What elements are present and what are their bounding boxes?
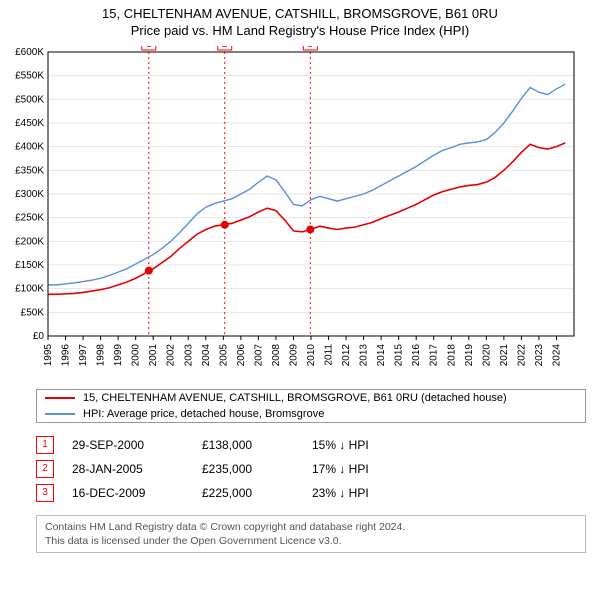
svg-text:£50K: £50K	[21, 307, 45, 318]
footer-line-1: Contains HM Land Registry data © Crown c…	[45, 520, 577, 534]
svg-text:1998: 1998	[96, 343, 107, 366]
title-line-2: Price paid vs. HM Land Registry's House …	[8, 23, 592, 40]
svg-text:£300K: £300K	[15, 189, 44, 200]
svg-text:2007: 2007	[253, 343, 264, 366]
svg-text:£450K: £450K	[15, 118, 44, 129]
sale-row: 3 16-DEC-2009 £225,000 23% ↓ HPI	[36, 481, 586, 505]
svg-text:2004: 2004	[201, 343, 212, 366]
legend-swatch-property	[45, 397, 75, 399]
svg-text:2023: 2023	[534, 343, 545, 366]
svg-text:2019: 2019	[464, 343, 475, 366]
sale-pct: 23% ↓ HPI	[312, 486, 369, 500]
svg-text:2013: 2013	[359, 343, 370, 366]
legend-swatch-hpi	[45, 413, 75, 415]
svg-text:£350K: £350K	[15, 165, 44, 176]
svg-text:2022: 2022	[516, 343, 527, 366]
svg-text:£200K: £200K	[15, 236, 44, 247]
sale-badge-1: 1	[36, 436, 54, 454]
sale-badge-3: 3	[36, 484, 54, 502]
sale-price: £225,000	[202, 486, 312, 500]
svg-text:2016: 2016	[411, 343, 422, 366]
page-root: 15, CHELTENHAM AVENUE, CATSHILL, BROMSGR…	[0, 0, 600, 561]
sale-date: 28-JAN-2005	[72, 462, 202, 476]
svg-text:2000: 2000	[131, 343, 142, 366]
title-line-1: 15, CHELTENHAM AVENUE, CATSHILL, BROMSGR…	[8, 6, 592, 23]
sale-date: 16-DEC-2009	[72, 486, 202, 500]
svg-text:1995: 1995	[43, 343, 54, 366]
svg-text:£600K: £600K	[15, 47, 44, 58]
svg-text:£400K: £400K	[15, 141, 44, 152]
svg-text:2010: 2010	[306, 343, 317, 366]
svg-text:1996: 1996	[61, 343, 72, 366]
svg-text:1997: 1997	[78, 343, 89, 366]
sale-row: 1 29-SEP-2000 £138,000 15% ↓ HPI	[36, 433, 586, 457]
svg-text:2011: 2011	[324, 343, 335, 365]
svg-text:2024: 2024	[551, 343, 562, 366]
svg-text:3: 3	[308, 46, 314, 50]
svg-text:1999: 1999	[113, 343, 124, 366]
legend-row: HPI: Average price, detached house, Brom…	[37, 406, 585, 422]
svg-text:2001: 2001	[148, 343, 159, 366]
svg-text:2: 2	[222, 46, 228, 50]
svg-text:£500K: £500K	[15, 94, 44, 105]
svg-text:2002: 2002	[166, 343, 177, 366]
svg-text:1: 1	[146, 46, 152, 50]
legend-text-property: 15, CHELTENHAM AVENUE, CATSHILL, BROMSGR…	[83, 392, 507, 404]
sale-date: 29-SEP-2000	[72, 438, 202, 452]
svg-text:2018: 2018	[446, 343, 457, 366]
svg-text:2015: 2015	[394, 343, 405, 366]
legend-row: 15, CHELTENHAM AVENUE, CATSHILL, BROMSGR…	[37, 390, 585, 406]
legend: 15, CHELTENHAM AVENUE, CATSHILL, BROMSGR…	[36, 389, 586, 423]
chart: £0 £50K £100K £150K £200K £250K £300K £350K £400…	[8, 46, 592, 381]
svg-text:£100K: £100K	[15, 283, 44, 294]
sale-price: £138,000	[202, 438, 312, 452]
svg-text:£550K: £550K	[15, 70, 44, 81]
svg-text:2021: 2021	[499, 343, 510, 366]
svg-text:2012: 2012	[341, 343, 352, 366]
sale-pct: 17% ↓ HPI	[312, 462, 369, 476]
svg-text:£150K: £150K	[15, 260, 44, 271]
legend-text-hpi: HPI: Average price, detached house, Brom…	[83, 408, 324, 420]
sale-badge-2: 2	[36, 460, 54, 478]
svg-text:2008: 2008	[271, 343, 282, 366]
svg-text:2020: 2020	[481, 343, 492, 366]
svg-text:2017: 2017	[429, 343, 440, 366]
svg-text:£250K: £250K	[15, 212, 44, 223]
sale-price: £235,000	[202, 462, 312, 476]
attribution-footer: Contains HM Land Registry data © Crown c…	[36, 515, 586, 553]
svg-text:2014: 2014	[376, 343, 387, 366]
svg-text:2003: 2003	[183, 343, 194, 366]
footer-line-2: This data is licensed under the Open Gov…	[45, 534, 577, 548]
svg-text:2006: 2006	[236, 343, 247, 366]
svg-text:£0: £0	[33, 331, 45, 342]
svg-text:2009: 2009	[288, 343, 299, 366]
sale-row: 2 28-JAN-2005 £235,000 17% ↓ HPI	[36, 457, 586, 481]
sales-table: 1 29-SEP-2000 £138,000 15% ↓ HPI 2 28-JA…	[36, 433, 586, 505]
sale-pct: 15% ↓ HPI	[312, 438, 369, 452]
chart-svg: £0 £50K £100K £150K £200K £250K £300K £350K £400…	[8, 46, 580, 376]
svg-text:2005: 2005	[218, 343, 229, 366]
